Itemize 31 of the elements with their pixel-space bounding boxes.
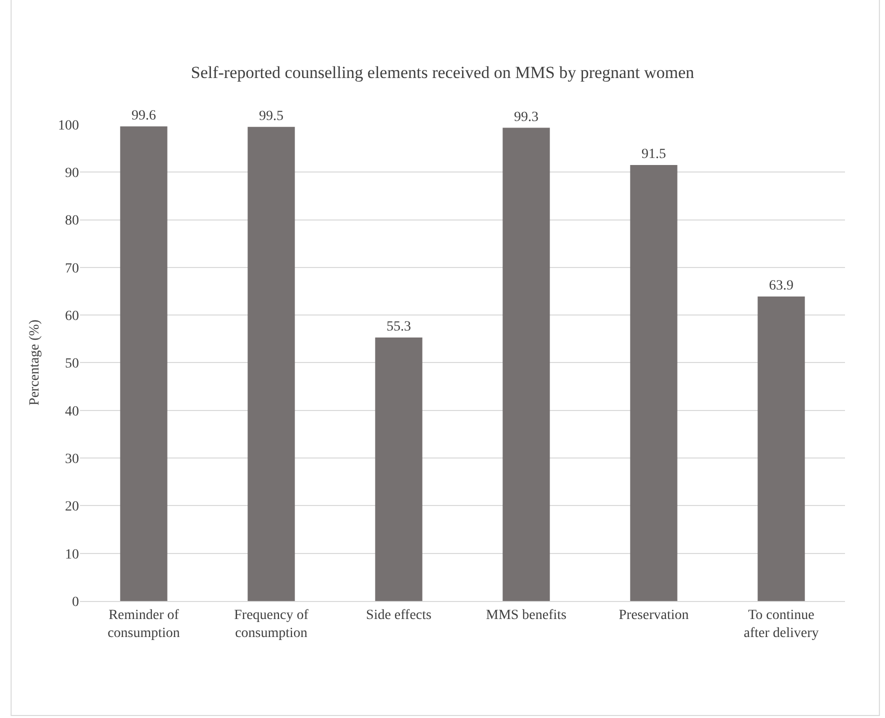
- y-tick-label: 60: [65, 308, 79, 324]
- bar: [758, 296, 805, 601]
- y-tick-label: 0: [72, 594, 79, 610]
- y-tick-label: 20: [65, 500, 79, 515]
- x-tick-label: Side effects: [366, 608, 432, 623]
- data-label: 99.5: [259, 108, 284, 124]
- x-tick-label: Preservation: [618, 608, 689, 623]
- bar: [120, 126, 168, 601]
- bar: [630, 164, 678, 601]
- y-tick-label: 30: [65, 452, 79, 467]
- data-label: 55.3: [386, 319, 411, 334]
- bar: [248, 126, 295, 601]
- x-tick-label: Frequency of consumption: [234, 608, 309, 641]
- x-tick-label: To continue after delivery: [744, 608, 819, 641]
- x-tick-label: Reminder of consumption: [108, 608, 180, 641]
- y-axis-title: Percentage (%): [28, 319, 43, 406]
- chart-title: Self-reported counselling elements received on MMS by pregnant women: [190, 62, 695, 82]
- data-label: 99.6: [132, 108, 156, 124]
- y-tick-label: 70: [65, 261, 79, 276]
- data-label: 63.9: [769, 278, 794, 294]
- y-tick-label: 50: [65, 356, 79, 372]
- y-tick-label: 10: [65, 547, 79, 562]
- x-tick-label: MMS benefits: [486, 608, 566, 623]
- bar: [375, 337, 422, 601]
- y-tick-label: 90: [65, 166, 79, 182]
- data-label: 91.5: [642, 146, 666, 162]
- bar: [502, 128, 550, 601]
- y-tick-label: 40: [65, 404, 79, 420]
- data-label: 99.3: [514, 110, 538, 125]
- y-tick-label: 80: [65, 214, 79, 229]
- y-tick-label: 100: [58, 118, 79, 134]
